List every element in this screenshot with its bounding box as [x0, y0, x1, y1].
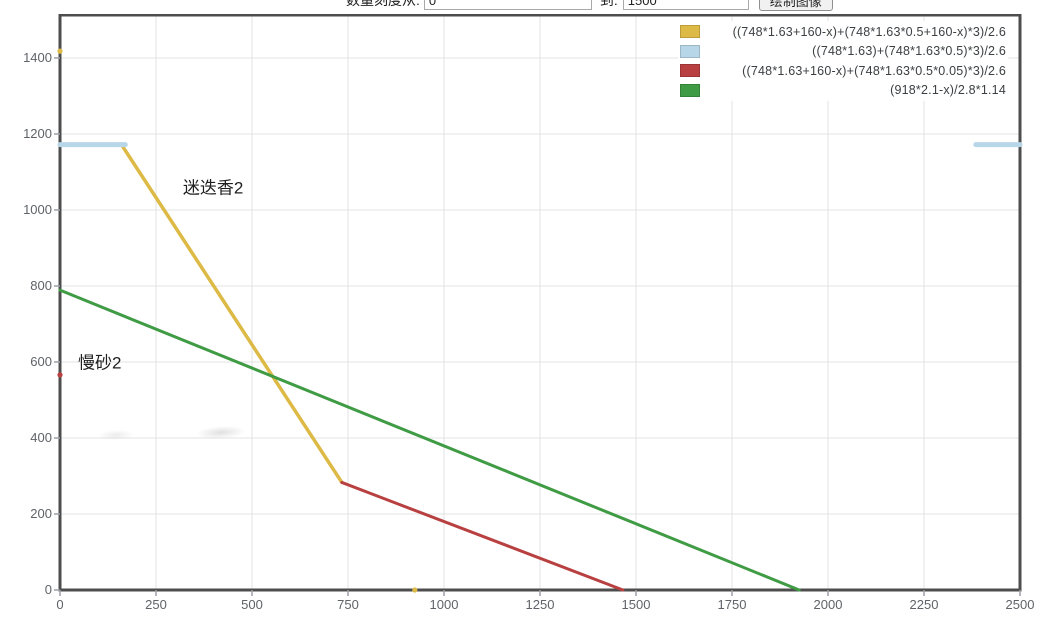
data-point [412, 587, 418, 593]
legend-swatch-icon [680, 64, 700, 78]
y-tick-label: 400 [30, 429, 52, 445]
legend-label: ((748*1.63+160-x)+(748*1.63*0.5*0.05)*3)… [742, 63, 1006, 78]
legend-item: ((748*1.63+160-x)+(748*1.63*0.5*0.05)*3)… [680, 61, 1006, 81]
series-line [119, 142, 344, 485]
legend-swatch-icon [680, 25, 700, 39]
draw-chart-button[interactable]: 绘制图像 [758, 0, 833, 11]
toolbar-row: 数量刻度从: 到: 绘制图像 [346, 0, 833, 11]
legend-label: ((748*1.63+160-x)+(748*1.63*0.5+160-x)*3… [732, 24, 1006, 39]
x-tick-label: 2500 [1005, 597, 1035, 612]
y-tick-label: 600 [30, 353, 52, 369]
y-tick-label: 1000 [23, 201, 52, 217]
legend-item: ((748*1.63)+(748*1.63*0.5)*3)/2.6 [680, 42, 1006, 62]
range-to-input[interactable] [622, 0, 749, 10]
legend-label: ((748*1.63)+(748*1.63*0.5)*3)/2.6 [812, 44, 1006, 59]
range-to-label: 到: [599, 0, 618, 8]
y-tick-label: 0 [44, 582, 52, 597]
y-tick-label: 1200 [23, 125, 52, 141]
x-tick-label: 2000 [813, 597, 843, 612]
legend-swatch-icon [680, 83, 700, 97]
series-annotation: 迷迭香2 [182, 178, 244, 198]
x-tick-label: 1000 [429, 597, 459, 612]
series-line [58, 288, 801, 592]
legend-label: (918*2.1-x)/2.8*1.14 [890, 83, 1006, 98]
toolbar: 数量刻度从: 到: 绘制图像 [0, 0, 1052, 14]
range-from-label: 数量刻度从: [346, 0, 420, 8]
legend-item: (918*2.1-x)/2.8*1.14 [680, 81, 1006, 101]
x-tick-label: 0 [56, 597, 64, 612]
x-tick-label: 500 [241, 597, 263, 612]
x-tick-label: 1250 [525, 597, 555, 612]
series-line [340, 480, 625, 592]
y-tick-label: 800 [30, 277, 52, 293]
legend-swatch-icon [680, 44, 700, 58]
x-tick-label: 750 [337, 597, 359, 612]
chart-legend: ((748*1.63+160-x)+(748*1.63*0.5+160-x)*3… [678, 21, 1008, 101]
data-point [57, 48, 63, 54]
range-from-input[interactable] [423, 0, 592, 10]
legend-item: ((748*1.63+160-x)+(748*1.63*0.5+160-x)*3… [680, 22, 1006, 42]
data-point [57, 372, 63, 378]
x-tick-label: 2250 [909, 597, 939, 612]
y-tick-label: 1400 [23, 49, 52, 65]
x-tick-label: 250 [145, 597, 167, 612]
x-tick-label: 1750 [717, 597, 747, 612]
series-annotation: 慢砂2 [78, 353, 122, 373]
x-tick-label: 1500 [621, 597, 651, 612]
y-tick-label: 200 [30, 505, 52, 521]
